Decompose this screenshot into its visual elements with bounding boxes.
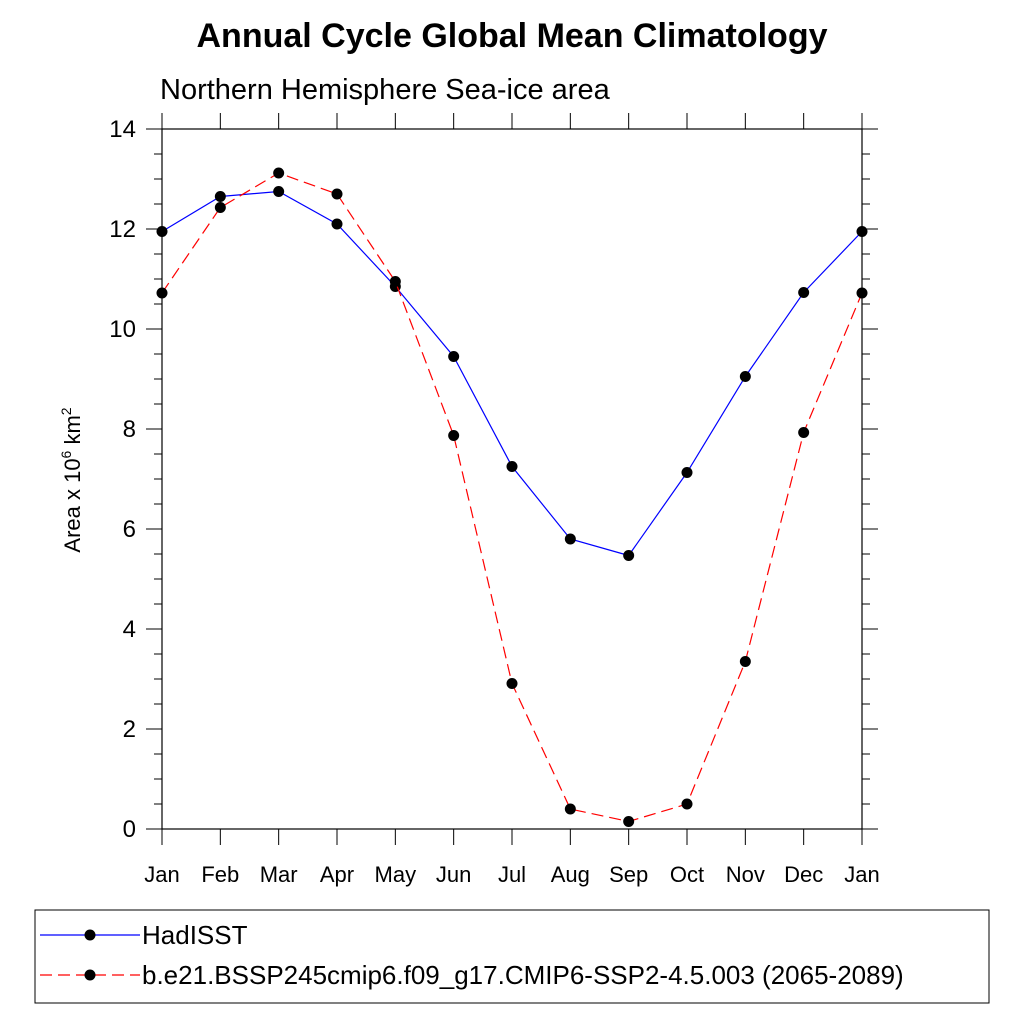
legend-box — [34, 909, 990, 1004]
chart-subtitle: Northern Hemisphere Sea-ice area — [160, 74, 611, 106]
data-point — [389, 276, 401, 287]
x-tick-label: Oct — [670, 862, 704, 887]
data-point — [564, 533, 576, 545]
y-tick-label: 8 — [123, 416, 136, 443]
data-point — [856, 287, 868, 299]
series-line — [161, 172, 863, 823]
y-axis-label-unit-exponent: 2 — [58, 407, 74, 415]
legend: HadISST b.e21.BSSP245cmip6.f09_g17.CMIP6-… — [34, 909, 990, 1004]
x-tick-label: Jun — [436, 862, 471, 887]
x-tick-label: Dec — [784, 862, 823, 887]
y-tick-label: 0 — [123, 816, 136, 843]
data-point — [739, 656, 751, 667]
data-point — [214, 202, 226, 213]
y-tick-label: 14 — [109, 116, 136, 143]
x-tick-label: Mar — [260, 862, 298, 887]
data-point — [273, 167, 285, 179]
data-point — [739, 371, 751, 382]
series-1 — [156, 167, 868, 827]
data-point — [506, 461, 518, 472]
data-point — [798, 287, 810, 298]
data-point — [623, 550, 635, 561]
series-layer — [156, 167, 868, 827]
legend-marker-0 — [84, 929, 96, 941]
x-tick-label: Jan — [844, 862, 879, 887]
x-tick-label: Aug — [551, 862, 590, 887]
y-axis-label-base: Area x 10 — [60, 458, 85, 552]
plot-frame — [161, 128, 863, 830]
axes: 0 2 4 6 8 10 12 14 Jan Feb Mar Apr May Jun Jul Aug Sep Oc… — [109, 113, 880, 887]
data-point — [623, 816, 635, 827]
x-tick-label: Nov — [726, 862, 765, 887]
data-point — [214, 191, 226, 202]
x-tick-label: Jan — [144, 862, 179, 887]
data-point — [156, 287, 168, 299]
legend-label-1: b.e21.BSSP245cmip6.f09_g17.CMIP6-SSP2-4.… — [142, 960, 904, 990]
x-tick-label: Feb — [201, 862, 239, 887]
data-point — [506, 678, 518, 689]
chart-title: Annual Cycle Global Mean Climatology — [197, 17, 828, 55]
legend-marker-1 — [84, 969, 96, 981]
data-point — [331, 188, 343, 200]
y-axis-label: Area x 106 km2 — [58, 407, 85, 552]
x-tick-label: Apr — [320, 862, 354, 887]
data-point — [273, 186, 285, 197]
y-tick-label: 4 — [123, 616, 136, 643]
data-point — [564, 803, 576, 815]
x-tick-label: Jul — [498, 862, 526, 887]
x-tick-label: May — [375, 862, 417, 887]
x-tick-label: Sep — [609, 862, 648, 887]
y-axis-label-unit: km — [60, 415, 85, 450]
series-line — [161, 190, 863, 557]
data-point — [448, 430, 460, 441]
data-point — [798, 427, 810, 438]
y-tick-label: 6 — [123, 516, 136, 543]
data-point — [856, 226, 868, 237]
data-point — [681, 798, 693, 810]
data-point — [156, 226, 168, 237]
series-0 — [156, 186, 868, 561]
legend-label-0: HadISST — [142, 920, 248, 950]
data-point — [448, 351, 460, 362]
y-tick-label: 10 — [109, 316, 136, 343]
y-axis-label-exponent: 6 — [58, 450, 74, 458]
y-tick-label: 12 — [109, 216, 136, 243]
data-point — [681, 467, 693, 478]
y-tick-label: 2 — [123, 716, 136, 743]
data-point — [331, 218, 343, 230]
